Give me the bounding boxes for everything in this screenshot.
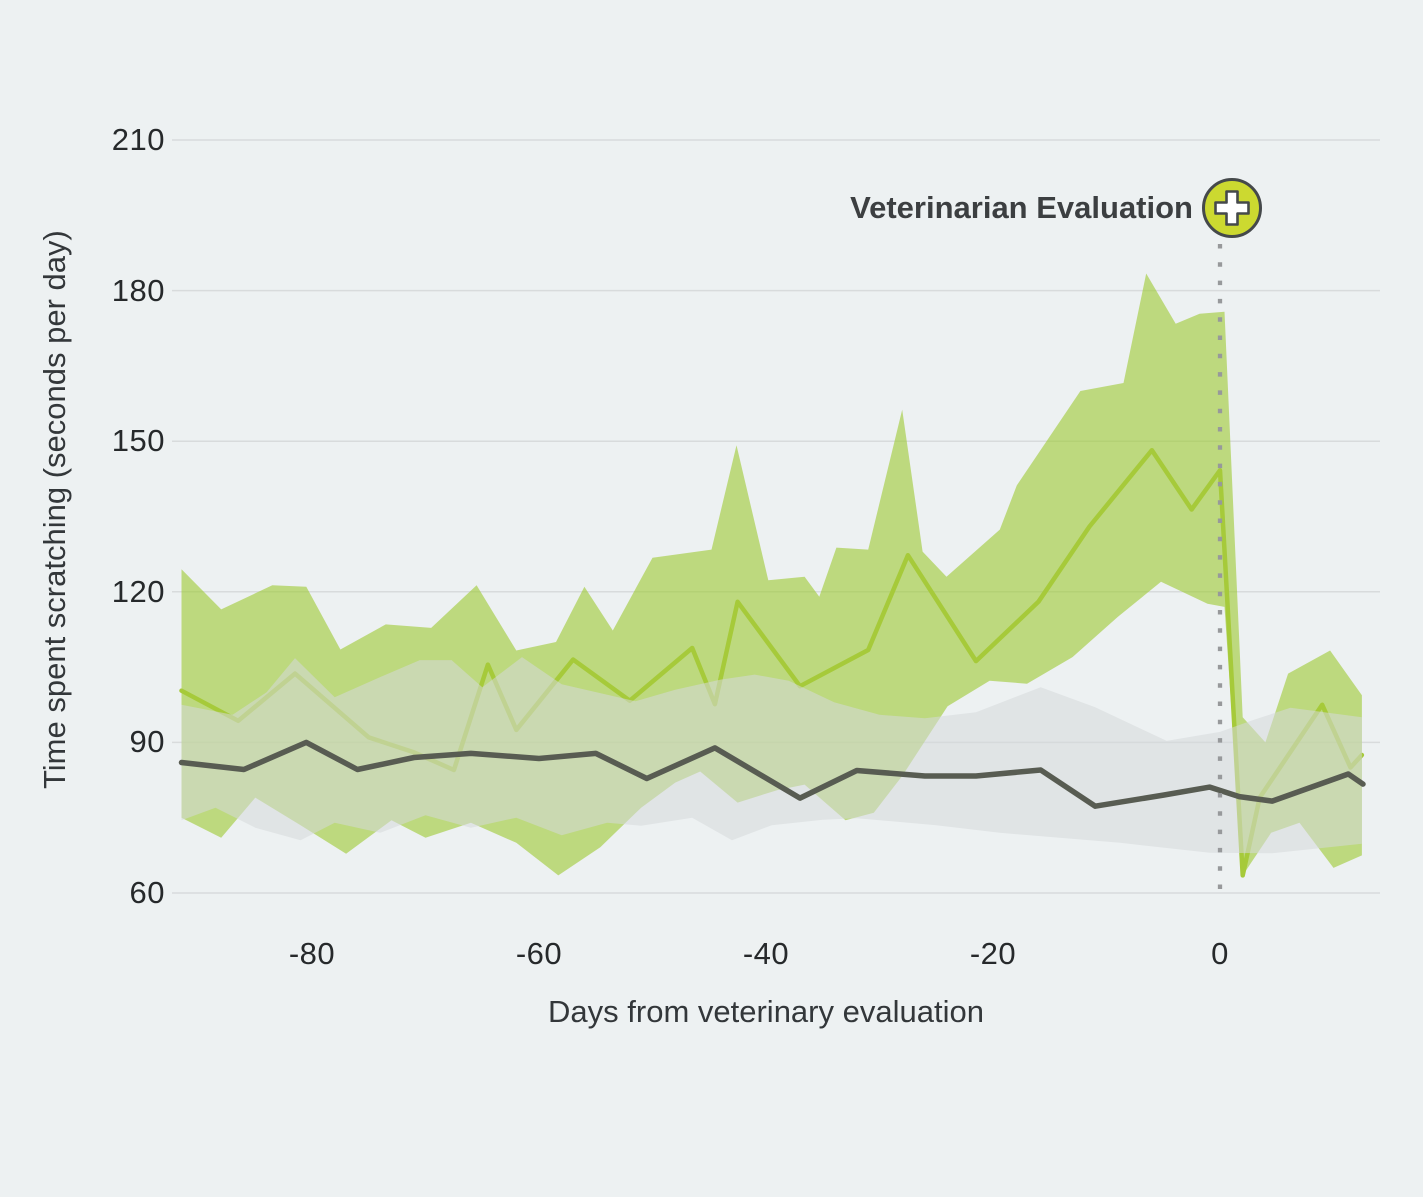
x-tick-label: -40 xyxy=(742,936,790,971)
y-axis-title: Time spent scratching (seconds per day) xyxy=(37,230,72,790)
y-tick-label: 210 xyxy=(111,122,165,157)
annotation-label: Veterinarian Evaluation xyxy=(850,190,1193,225)
y-tick-label: 120 xyxy=(111,573,165,609)
x-axis-title: Days from veterinary evaluation xyxy=(548,994,984,1029)
x-tick-label: -60 xyxy=(515,936,563,971)
y-tick-label: 60 xyxy=(129,875,165,910)
gray-line xyxy=(178,739,1366,809)
y-tick-label: 90 xyxy=(129,724,165,760)
gray-confidence-band xyxy=(181,657,1362,854)
x-tick-label: -80 xyxy=(288,936,336,971)
x-tick-label: -20 xyxy=(969,936,1017,971)
x-tick-label: 0 xyxy=(1211,936,1229,971)
y-tick-label: 150 xyxy=(111,423,165,459)
medical-plus-icon xyxy=(1202,178,1262,238)
y-tick-label: 180 xyxy=(111,272,165,308)
